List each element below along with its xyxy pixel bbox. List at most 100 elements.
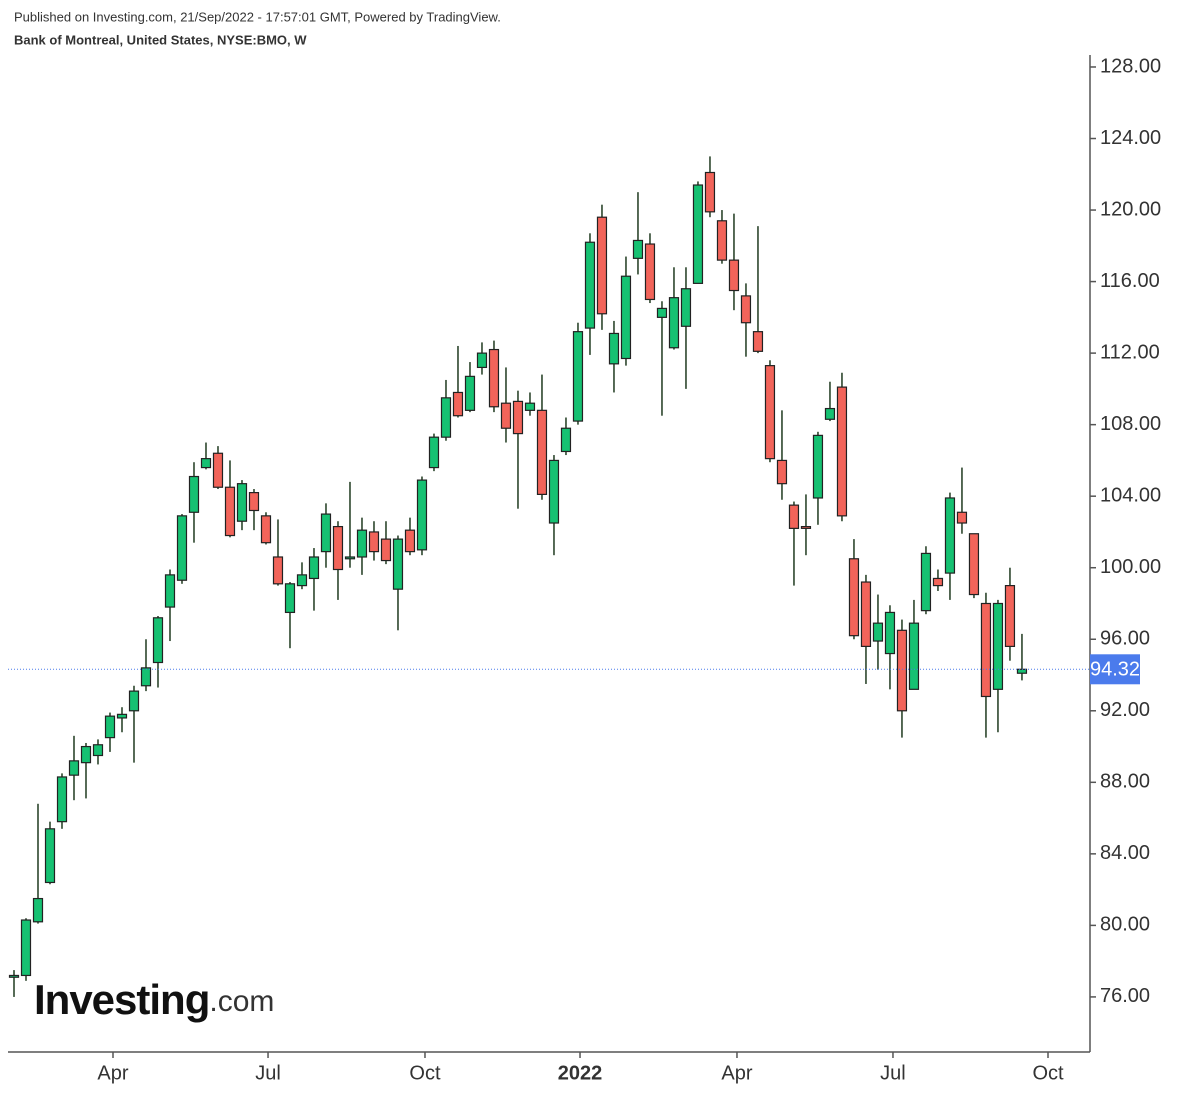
- candle-body: [800, 525, 812, 529]
- candle-body: [416, 479, 428, 551]
- candle-body: [536, 409, 548, 495]
- candle-body: [224, 486, 236, 537]
- candle-body: [356, 529, 368, 558]
- candle-body: [440, 397, 452, 438]
- x-tick-label: Jul: [880, 1062, 906, 1084]
- candle-body: [620, 275, 632, 360]
- logo-suffix: .com: [209, 985, 274, 1018]
- candle-body: [908, 622, 920, 690]
- y-tick-label: 100.00: [1100, 556, 1161, 578]
- y-tick-label: 112.00: [1100, 341, 1160, 363]
- x-tick-label: Oct: [1032, 1062, 1064, 1084]
- candle-body: [944, 497, 956, 574]
- candle-body: [584, 241, 596, 329]
- candle-body: [368, 531, 380, 553]
- y-tick-label: 84.00: [1100, 842, 1150, 864]
- chart-title: Bank of Montreal, United States, NYSE:BM…: [14, 32, 307, 47]
- y-tick-label: 88.00: [1100, 771, 1150, 793]
- candle-body: [92, 744, 104, 757]
- candle-body: [872, 622, 884, 642]
- candle-body: [848, 558, 860, 637]
- candle-body: [452, 391, 464, 417]
- y-tick-label: 108.00: [1100, 413, 1161, 435]
- candle-body: [236, 483, 248, 522]
- candle-body: [764, 365, 776, 460]
- candle-body: [272, 556, 284, 585]
- candle-body: [212, 452, 224, 488]
- candle-body: [788, 504, 800, 529]
- x-tick-label: Apr: [97, 1062, 128, 1084]
- x-tick-label: Jul: [255, 1062, 281, 1084]
- candle-body: [20, 919, 32, 977]
- y-tick-label: 124.00: [1100, 127, 1161, 149]
- candle-body: [104, 715, 116, 739]
- candle-body: [344, 556, 356, 560]
- candle-body: [728, 259, 740, 292]
- candle-body: [896, 629, 908, 712]
- logo: Investing.com: [34, 976, 274, 1023]
- candle-body: [860, 581, 872, 648]
- candle-body: [380, 538, 392, 562]
- candle-body: [932, 577, 944, 587]
- y-tick-label: 80.00: [1100, 914, 1150, 936]
- candle-body: [812, 434, 824, 499]
- candle-body: [56, 776, 68, 823]
- candle-body: [8, 974, 20, 978]
- candle-body: [752, 331, 764, 352]
- candle-body: [140, 667, 152, 687]
- candle-body: [284, 583, 296, 614]
- logo-brand: Investing: [34, 976, 209, 1023]
- candle-body: [476, 352, 488, 369]
- candle-body: [956, 511, 968, 524]
- candle-body: [44, 828, 56, 884]
- candle-body: [716, 220, 728, 261]
- y-tick-label: 120.00: [1100, 198, 1161, 220]
- candle-body: [80, 745, 92, 764]
- candle-body: [332, 525, 344, 571]
- candle-body: [920, 552, 932, 612]
- candle-body: [968, 533, 980, 596]
- candle-body: [704, 171, 716, 213]
- candle-body: [596, 216, 608, 315]
- y-tick-label: 76.00: [1100, 985, 1150, 1007]
- candle-body: [512, 400, 524, 435]
- candle-body: [572, 331, 584, 422]
- candle-body: [644, 243, 656, 301]
- y-tick-label: 116.00: [1100, 270, 1160, 292]
- candle-body: [128, 690, 140, 712]
- candle-body: [428, 436, 440, 469]
- candle-body: [548, 459, 560, 524]
- candle-body: [32, 897, 44, 923]
- candle-body: [248, 492, 260, 512]
- candle-body: [152, 617, 164, 664]
- y-tick-label: 92.00: [1100, 699, 1150, 721]
- candle-body: [668, 297, 680, 349]
- candle-body: [884, 611, 896, 655]
- candle-body: [824, 407, 836, 420]
- candle-body: [992, 602, 1004, 690]
- candle-body: [608, 332, 620, 365]
- candle-body: [68, 760, 80, 776]
- candle-body: [488, 348, 500, 408]
- candle-body: [692, 184, 704, 284]
- candle-body: [776, 459, 788, 485]
- candle-body: [404, 529, 416, 553]
- candle-body: [164, 574, 176, 608]
- x-tick-label: Apr: [721, 1062, 752, 1084]
- y-tick-label: 104.00: [1100, 484, 1161, 506]
- x-tick-label: Oct: [409, 1062, 441, 1084]
- candle-body: [1004, 585, 1016, 648]
- candle-body: [560, 427, 572, 453]
- candle-body: [464, 375, 476, 411]
- y-tick-label: 128.00: [1100, 55, 1161, 77]
- candle-body: [740, 295, 752, 324]
- candle-body: [524, 402, 536, 411]
- candle-body: [1016, 668, 1028, 674]
- candle-body: [188, 475, 200, 513]
- candle-body: [308, 556, 320, 580]
- candle-body: [980, 602, 992, 698]
- candle-body: [392, 538, 404, 590]
- header: Published on Investing.com, 21/Sep/2022 …: [14, 9, 501, 24]
